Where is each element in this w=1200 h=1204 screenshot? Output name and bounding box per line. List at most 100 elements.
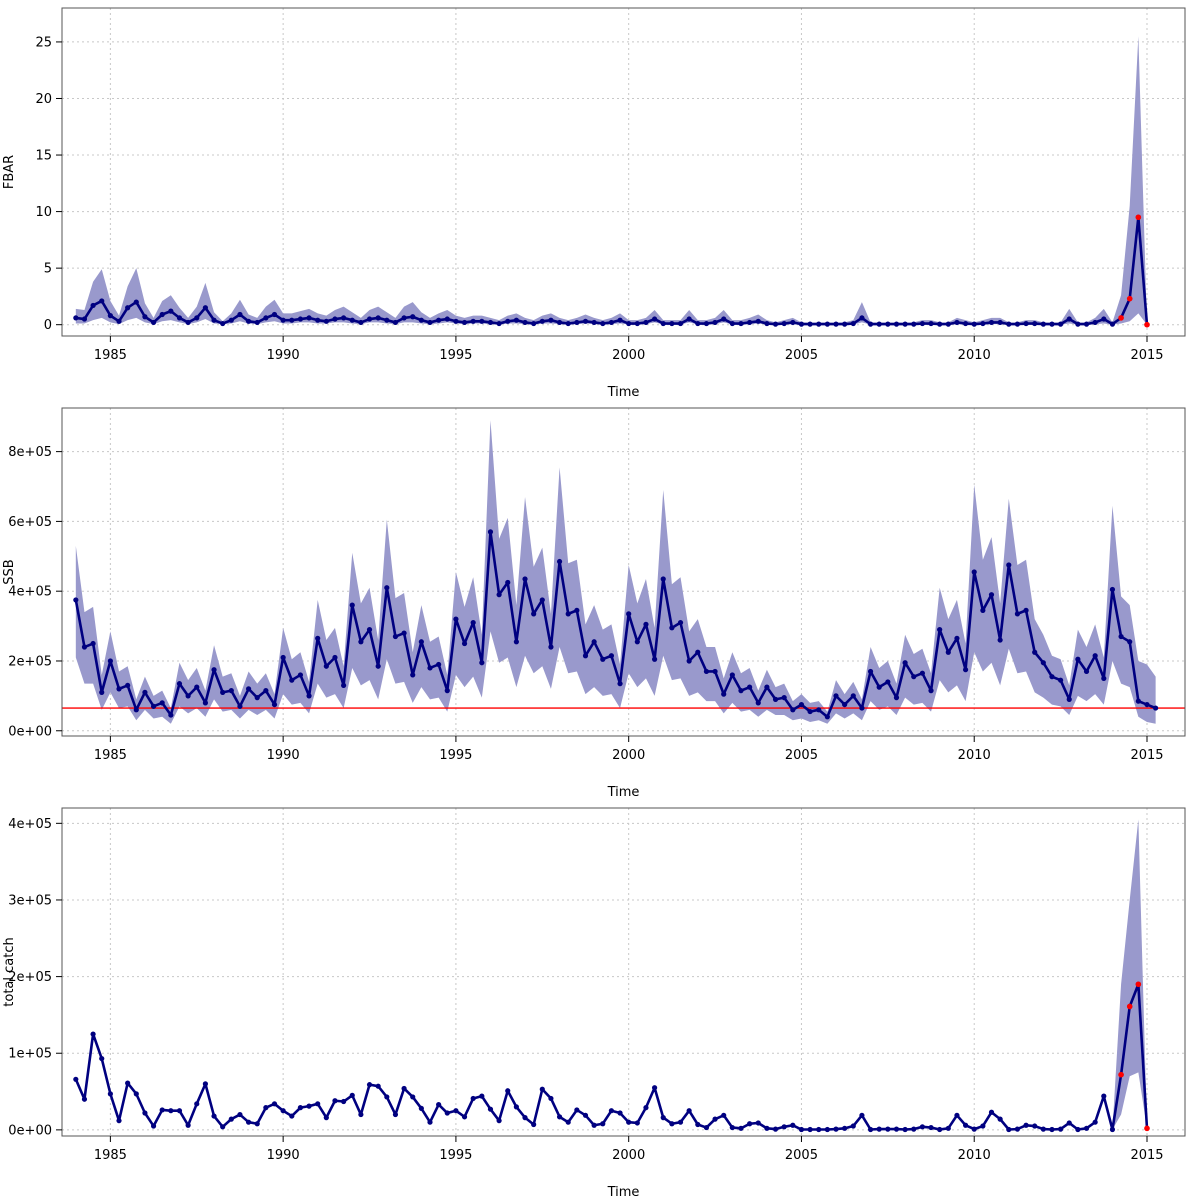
data-point xyxy=(712,1116,718,1122)
data-point xyxy=(73,597,79,603)
data-point xyxy=(747,319,753,326)
y-axis-title: FBAR xyxy=(2,155,17,189)
data-point xyxy=(928,1124,934,1131)
data-point xyxy=(816,707,822,713)
data-point xyxy=(73,1076,79,1082)
data-point xyxy=(833,1126,839,1132)
highlight-point xyxy=(1135,214,1142,221)
data-point xyxy=(867,668,874,675)
data-point xyxy=(280,317,286,323)
data-point xyxy=(99,1055,105,1062)
x-axis-title: Time xyxy=(607,1185,640,1200)
data-point xyxy=(81,316,88,322)
data-point xyxy=(1023,320,1029,327)
data-point xyxy=(790,1122,796,1128)
data-point xyxy=(1109,586,1116,593)
data-point xyxy=(980,320,986,327)
data-point xyxy=(116,318,122,324)
data-point xyxy=(781,320,787,327)
data-point xyxy=(375,315,381,321)
data-point xyxy=(660,1115,666,1121)
x-tick-label: 1985 xyxy=(94,348,127,363)
data-point xyxy=(1014,611,1021,617)
data-point xyxy=(677,320,684,327)
data-point xyxy=(988,319,995,326)
data-point xyxy=(418,639,424,645)
data-point xyxy=(1153,705,1159,711)
data-point xyxy=(159,311,165,318)
data-point xyxy=(798,1126,805,1133)
panel-1: 1985 1990 1995 2000 2005 2010 2015 0 5 10 15 20 25 Ti… xyxy=(2,7,1186,400)
data-point xyxy=(548,317,554,323)
data-point xyxy=(911,1126,917,1132)
data-point xyxy=(703,320,710,327)
data-point xyxy=(392,633,399,640)
data-point xyxy=(962,1122,969,1128)
data-point xyxy=(220,1124,226,1130)
data-point xyxy=(1066,696,1072,702)
data-point xyxy=(358,639,364,645)
data-point xyxy=(867,1126,874,1133)
data-point xyxy=(228,317,234,323)
y-tick-label: 2e+05 xyxy=(8,970,52,985)
plot-area xyxy=(73,819,1150,1133)
x-tick-label: 2005 xyxy=(785,1148,818,1163)
data-point xyxy=(341,315,347,321)
data-point xyxy=(341,1098,347,1105)
data-point xyxy=(1075,656,1081,662)
data-point xyxy=(297,316,304,322)
data-point xyxy=(539,1086,545,1092)
data-point xyxy=(159,1107,165,1113)
x-tick-label: 1995 xyxy=(439,348,472,363)
x-tick-label: 2010 xyxy=(958,1148,991,1163)
data-point xyxy=(833,321,839,327)
data-point xyxy=(729,320,735,327)
data-point xyxy=(150,319,157,326)
data-point xyxy=(194,684,200,690)
data-point xyxy=(643,319,649,326)
data-point xyxy=(254,319,260,326)
data-point xyxy=(798,701,805,708)
data-point xyxy=(513,639,519,645)
data-point xyxy=(608,1108,615,1114)
data-point xyxy=(747,1121,753,1127)
data-point xyxy=(997,319,1003,326)
data-point xyxy=(574,319,580,326)
data-point xyxy=(1058,677,1064,683)
data-point xyxy=(962,320,969,327)
data-point xyxy=(297,1105,304,1111)
data-point xyxy=(591,319,597,326)
x-tick-label: 1995 xyxy=(439,748,472,763)
data-point xyxy=(945,649,951,655)
data-point xyxy=(384,317,390,323)
data-point xyxy=(695,1121,701,1128)
data-point xyxy=(721,316,727,322)
data-point xyxy=(712,668,718,675)
data-point xyxy=(410,1094,416,1100)
data-point xyxy=(971,1126,977,1132)
data-point xyxy=(686,1108,692,1114)
data-point xyxy=(971,569,977,575)
data-point xyxy=(677,1119,684,1125)
data-point xyxy=(850,320,856,327)
data-point xyxy=(436,317,442,323)
data-point xyxy=(487,1106,494,1112)
data-point xyxy=(150,703,157,709)
data-point xyxy=(1058,321,1064,327)
plot-area xyxy=(62,420,1185,724)
data-point xyxy=(271,701,278,708)
data-point xyxy=(107,658,113,664)
data-point xyxy=(954,319,960,326)
data-point xyxy=(185,1122,191,1128)
data-point xyxy=(81,1096,88,1102)
data-point xyxy=(220,689,226,695)
data-point xyxy=(168,712,174,718)
data-point xyxy=(885,679,891,685)
data-point xyxy=(669,625,675,631)
data-point xyxy=(531,611,537,617)
data-point xyxy=(1092,319,1098,326)
data-point xyxy=(168,308,174,314)
data-point xyxy=(833,693,839,699)
highlight-point xyxy=(1126,295,1133,302)
data-point xyxy=(107,313,113,319)
